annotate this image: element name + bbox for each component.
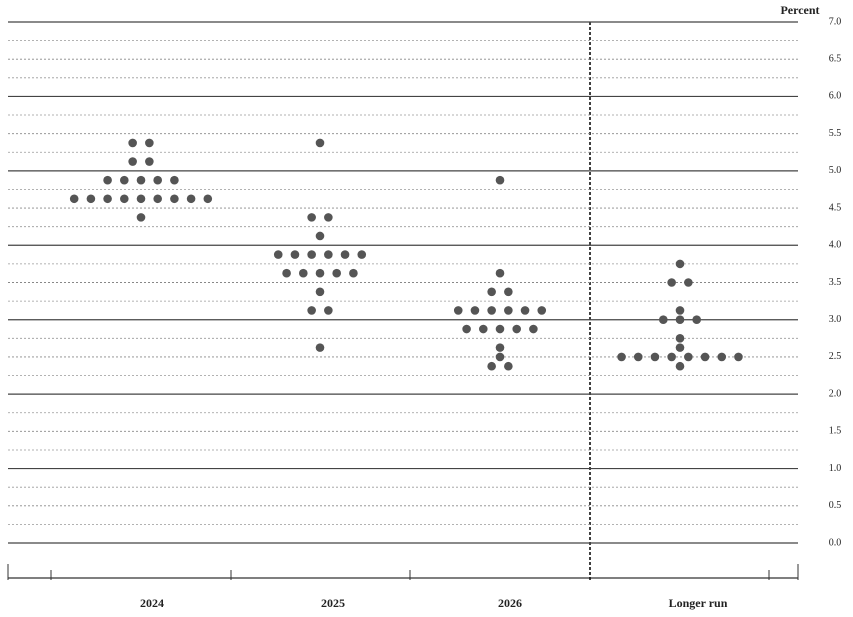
dot [315, 343, 325, 352]
dot [667, 352, 676, 362]
y-tick-label: 2.5 [829, 351, 842, 362]
dot [349, 268, 358, 278]
dot [136, 194, 146, 204]
dot [315, 287, 325, 297]
y-tick-label: 3.5 [829, 277, 842, 288]
dot [675, 343, 685, 352]
dot [186, 194, 196, 204]
dot [617, 352, 626, 362]
dot [145, 138, 154, 148]
y-tick-label: 2.0 [829, 388, 842, 399]
dot [145, 157, 154, 166]
y-tick-label: 1.0 [829, 463, 842, 474]
y-tick-label: 3.0 [829, 314, 842, 325]
dot [529, 324, 538, 334]
x-tick-label: 2024 [140, 596, 164, 610]
dot [69, 194, 79, 204]
dot [282, 268, 291, 278]
y-tick-label: 0.0 [829, 537, 842, 548]
y-tick-label: 4.5 [829, 202, 842, 213]
dot [299, 268, 308, 278]
dot [487, 287, 496, 297]
dot [470, 306, 480, 315]
dot [307, 250, 316, 259]
y-tick-label: 7.0 [829, 16, 842, 27]
dot [120, 194, 129, 204]
dot [170, 175, 179, 185]
dot [170, 194, 179, 204]
x-tick-label: 2026 [498, 596, 522, 610]
dot [633, 352, 643, 362]
dot [717, 352, 727, 362]
dot [128, 157, 137, 166]
y-tick-label: 5.5 [829, 128, 842, 139]
dot [675, 361, 685, 371]
dot [537, 306, 547, 315]
y-tick-label: 1.5 [829, 426, 842, 437]
dot [103, 194, 112, 204]
x-tick-label: Longer run [669, 596, 728, 610]
dot [675, 334, 685, 343]
dot [453, 306, 463, 315]
dot [128, 138, 137, 148]
dot [462, 324, 471, 334]
x-tick-label: 2025 [321, 596, 345, 610]
dot [504, 287, 513, 297]
dot [495, 268, 505, 278]
y-axis-label: Percent [780, 3, 819, 17]
dot [136, 175, 146, 185]
y-tick-label: 6.5 [829, 54, 842, 65]
dot [659, 315, 668, 325]
dot [487, 306, 496, 315]
y-tick-label: 6.0 [829, 91, 842, 102]
dot [520, 306, 530, 315]
dot [495, 352, 505, 362]
dot [324, 213, 333, 222]
dot [315, 231, 325, 241]
dot [153, 175, 162, 185]
dot [86, 194, 96, 204]
dot [332, 268, 342, 278]
dot [290, 250, 300, 259]
dot [307, 213, 316, 222]
dot [684, 278, 693, 287]
dot [324, 306, 333, 315]
dot [315, 138, 325, 148]
dot [103, 175, 112, 185]
dot [700, 352, 710, 362]
dot [307, 306, 316, 315]
dot [340, 250, 350, 259]
dot [315, 268, 325, 278]
dot [734, 352, 743, 362]
y-tick-label: 0.5 [829, 500, 842, 511]
dot [487, 361, 496, 371]
dot [203, 194, 213, 204]
dot [120, 175, 129, 185]
dot [495, 175, 505, 185]
dot [512, 324, 521, 334]
dot [273, 250, 283, 259]
dot [479, 324, 488, 334]
dot [675, 315, 685, 325]
dot [136, 213, 146, 222]
dot [504, 361, 513, 371]
dot [675, 259, 685, 269]
y-tick-label: 5.0 [829, 165, 842, 176]
dot [153, 194, 162, 204]
dot [504, 306, 513, 315]
dot [684, 352, 693, 362]
dot [675, 306, 685, 315]
dot [324, 250, 333, 259]
dot [692, 315, 701, 325]
dot [357, 250, 367, 259]
y-tick-label: 4.0 [829, 240, 842, 251]
dot [495, 343, 505, 352]
dot [495, 324, 505, 334]
dot [650, 352, 660, 362]
dot [667, 278, 676, 287]
